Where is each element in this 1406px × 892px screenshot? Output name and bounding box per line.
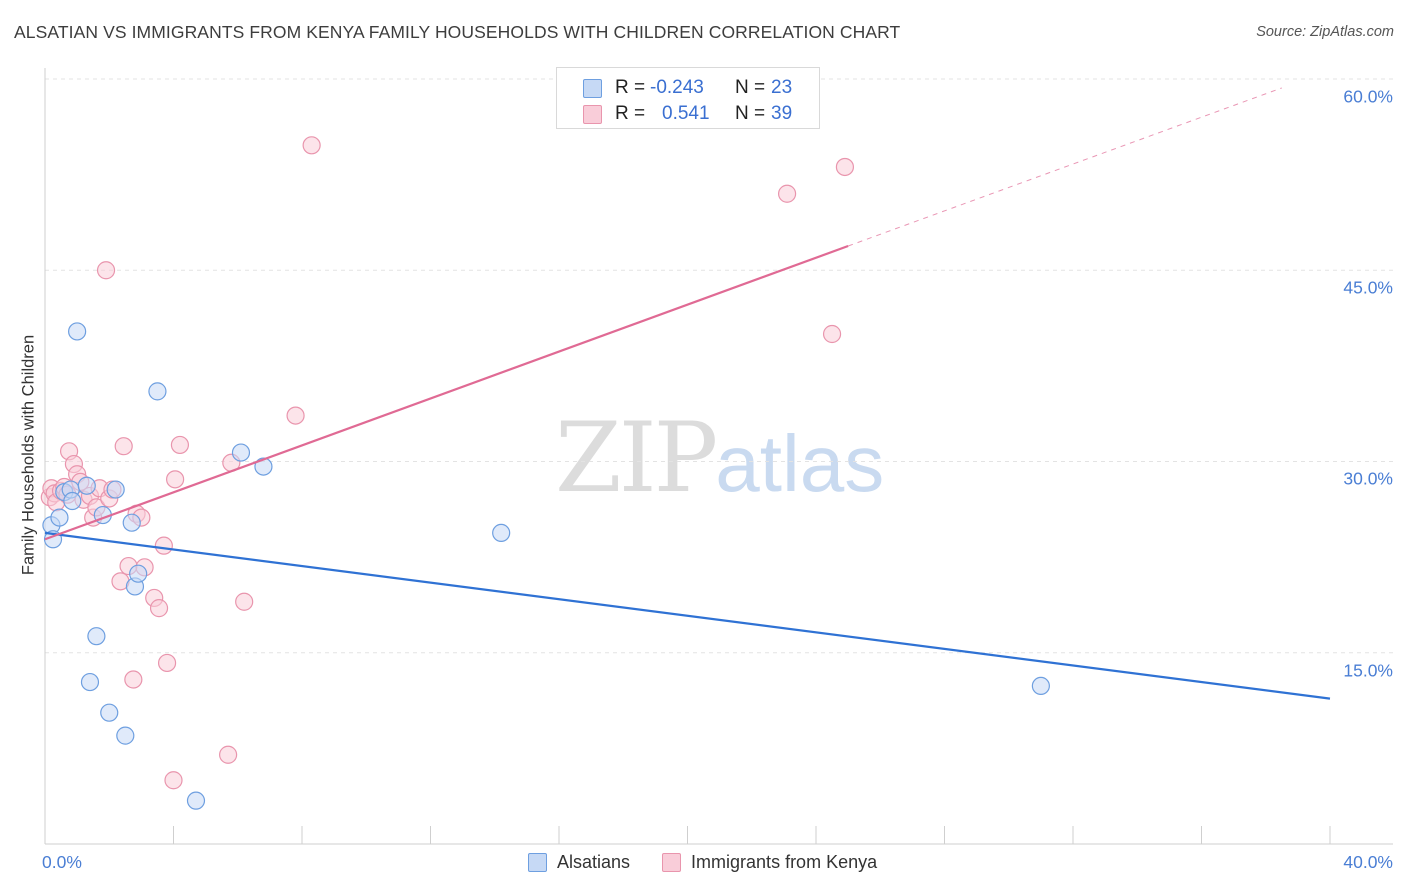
kenya-point: [170, 435, 190, 455]
kenya-point: [124, 670, 143, 689]
r-value: 0.541: [662, 103, 710, 124]
r-value: -0.243: [650, 77, 704, 98]
n-value: 23: [771, 77, 793, 98]
alsatian-point: [122, 513, 141, 532]
alsatian-trendline: [44, 531, 1331, 700]
watermark-zip: ZIP: [555, 402, 718, 514]
alsatian-point: [116, 726, 135, 745]
n-label: N =: [735, 77, 766, 98]
legend-row-alsatians: R = -0.243 N = 23: [557, 75, 819, 101]
kenya-point: [235, 592, 254, 611]
x-tick-min: 0.0%: [42, 852, 82, 872]
legend-row-kenya: R = 0.541 N = 39: [557, 101, 819, 127]
alsatian-point: [106, 480, 125, 499]
kenya-point: [154, 536, 173, 555]
alsatian-point: [80, 672, 100, 692]
chart-title: ALSATIAN VS IMMIGRANTS FROM KENYA FAMILY…: [14, 22, 901, 42]
kenya-point: [219, 745, 238, 764]
n-label: N =: [735, 103, 766, 124]
series-legend: Alsatians Immigrants from Kenya: [528, 852, 909, 873]
kenya-trendline-extension: [847, 87, 1282, 247]
alsatian-point: [492, 523, 511, 543]
alsatian-point: [254, 457, 273, 476]
alsatian-point: [68, 322, 87, 341]
legend-item-alsatians[interactable]: Alsatians: [528, 852, 630, 873]
legend-item-kenya[interactable]: Immigrants from Kenya: [662, 852, 877, 873]
kenya-trendline: [44, 244, 849, 541]
legend-label-alsatians: Alsatians: [557, 852, 631, 872]
kenya-point: [777, 184, 797, 203]
kenya-point: [164, 771, 183, 790]
x-tick-max: 40.0%: [1343, 852, 1393, 872]
correlation-legend: R = -0.243 N = 23 R = 0.541 N = 39: [556, 67, 820, 129]
alsatian-point: [148, 382, 167, 401]
r-label: R =: [615, 103, 646, 124]
legend-swatch-pink: [662, 853, 682, 872]
n-value: 39: [771, 103, 793, 124]
kenya-point: [96, 261, 116, 280]
alsatian-point: [129, 564, 148, 583]
kenya-point: [114, 437, 133, 456]
kenya-point: [166, 470, 185, 489]
alsatian-point: [87, 627, 106, 646]
alsatian-point: [186, 791, 206, 810]
source-label: Source: ZipAtlas.com: [1256, 24, 1394, 40]
y-tick-45: 45.0%: [1343, 277, 1393, 298]
y-tick-30: 30.0%: [1343, 468, 1393, 489]
legend-swatch-blue: [583, 78, 602, 98]
watermark: ZIPatlas: [555, 402, 884, 514]
alsatian-point: [50, 508, 69, 527]
y-axis-label: Family Households with Children: [19, 334, 38, 576]
kenya-point: [149, 599, 169, 618]
watermark-atlas: atlas: [715, 419, 885, 508]
kenya-point: [286, 406, 305, 425]
kenya-point: [835, 157, 855, 177]
alsatian-point: [1031, 676, 1050, 696]
alsatian-point: [231, 443, 251, 462]
legend-swatch-blue: [528, 853, 547, 872]
legend-swatch-pink: [583, 104, 602, 124]
r-label: R =: [615, 77, 646, 98]
kenya-point: [302, 136, 321, 155]
y-tick-15: 15.0%: [1343, 660, 1393, 681]
alsatian-point: [77, 476, 96, 495]
y-tick-60: 60.0%: [1343, 86, 1393, 107]
kenya-point: [157, 653, 177, 673]
legend-label-kenya: Immigrants from Kenya: [691, 852, 878, 872]
alsatian-point: [63, 491, 82, 511]
alsatian-point: [100, 703, 119, 722]
kenya-point: [822, 324, 842, 344]
